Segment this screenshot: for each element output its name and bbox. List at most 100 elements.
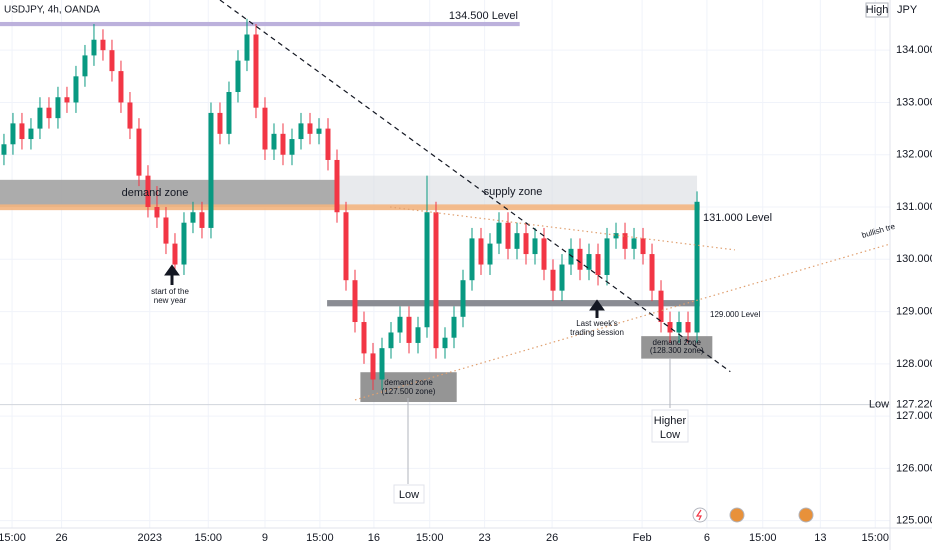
candle-body <box>145 175 151 208</box>
candle-body <box>271 133 277 150</box>
zone <box>0 179 336 208</box>
candle-body <box>82 55 88 77</box>
x-tick-label: 15:00 <box>861 532 889 544</box>
x-tick-label: 15:00 <box>195 532 223 544</box>
annotation: new year <box>154 296 187 305</box>
candle-body <box>154 207 160 218</box>
candle-body <box>370 353 376 380</box>
candle-body <box>244 34 250 61</box>
candle-body <box>694 201 700 333</box>
x-tick-label: Feb <box>633 532 652 544</box>
flag-icon[interactable] <box>798 507 814 523</box>
candle-body <box>460 280 466 317</box>
candle-body <box>217 112 223 134</box>
label-box <box>651 409 689 443</box>
candle-body <box>118 71 124 103</box>
candle-body <box>199 212 205 228</box>
candle-body <box>208 112 214 228</box>
x-tick-label: 2023 <box>138 532 162 544</box>
candle-body <box>253 34 259 108</box>
candle-body <box>325 128 331 160</box>
x-tick-label: 26 <box>55 532 67 544</box>
x-tick-label: 13 <box>814 532 826 544</box>
y-tick-label: 127.000 <box>896 410 932 422</box>
trendlines <box>219 0 890 401</box>
y-tick-label: 130.000 <box>896 253 932 265</box>
zone-label: 134.500 Level <box>449 10 518 22</box>
candle-body <box>433 212 439 349</box>
candle-body <box>298 123 304 140</box>
x-tick-label: 6 <box>704 532 710 544</box>
candle-body <box>73 76 79 103</box>
candle-body <box>442 337 448 349</box>
candle-body <box>496 222 502 244</box>
zone-label: 129.000 Level <box>710 310 760 319</box>
candle-body <box>226 92 232 134</box>
candle-body <box>586 254 592 270</box>
y-tick-label: 128.000 <box>896 358 932 370</box>
candle-body <box>577 248 583 270</box>
candle-body <box>595 254 601 275</box>
candle-body <box>532 238 538 255</box>
zone-label: demand zone <box>653 338 702 347</box>
high-label: High <box>866 4 889 16</box>
candle-body <box>100 39 106 51</box>
zone-label: demand zone <box>122 187 189 199</box>
candle-body <box>613 233 619 239</box>
low-value: 127.220 <box>896 399 932 411</box>
candle-body <box>352 280 358 323</box>
candle-body <box>640 238 646 255</box>
y-tick-label: 125.000 <box>896 515 932 527</box>
trendline <box>354 243 890 401</box>
trendline <box>219 0 731 373</box>
y-tick-label: 132.000 <box>896 149 932 161</box>
candle-body <box>127 102 133 129</box>
candle-body <box>541 238 547 270</box>
candle-body <box>361 322 367 354</box>
annotation: Higher <box>654 415 687 427</box>
arrow <box>164 264 180 285</box>
annotation: trading session <box>570 328 624 337</box>
event-icon[interactable] <box>692 507 708 523</box>
candle-body <box>190 212 196 223</box>
candle-body <box>343 212 349 281</box>
flag-icon[interactable] <box>729 507 745 523</box>
annotation: start of the <box>151 287 189 296</box>
candle-body <box>631 238 637 249</box>
candle-body <box>91 39 97 56</box>
candle-body <box>424 212 430 328</box>
candle-body <box>406 316 412 343</box>
candle-body <box>514 233 520 249</box>
low-label: Low <box>869 399 889 411</box>
x-tick-label: 23 <box>478 532 490 544</box>
candle-body <box>451 316 457 338</box>
annotation: Low <box>660 429 680 441</box>
zone-label: (127.500 zone) <box>382 387 436 396</box>
zone <box>0 204 700 211</box>
zone <box>0 21 520 27</box>
candle-body <box>487 243 493 265</box>
zone-label: 131.000 Level <box>703 212 772 224</box>
lightning <box>695 509 702 521</box>
zone <box>335 175 698 205</box>
candle-body <box>388 332 394 349</box>
y-tick-label: 131.000 <box>896 201 932 213</box>
zones <box>0 21 713 403</box>
candle-body <box>64 97 70 103</box>
candle-body <box>136 128 142 176</box>
candle-body <box>667 322 673 333</box>
candle-body <box>505 222 511 249</box>
candle-body <box>46 107 52 119</box>
candle-body <box>19 123 25 140</box>
zone-label: (128.300 zone) <box>650 346 704 355</box>
x-tick-label: 16 <box>368 532 380 544</box>
zone <box>360 372 457 403</box>
candle-body <box>478 238 484 265</box>
x-tick-label: 15:00 <box>306 532 334 544</box>
zone <box>327 300 700 307</box>
candle-body <box>604 238 610 275</box>
candle-body <box>289 139 295 155</box>
trendline <box>390 206 735 251</box>
